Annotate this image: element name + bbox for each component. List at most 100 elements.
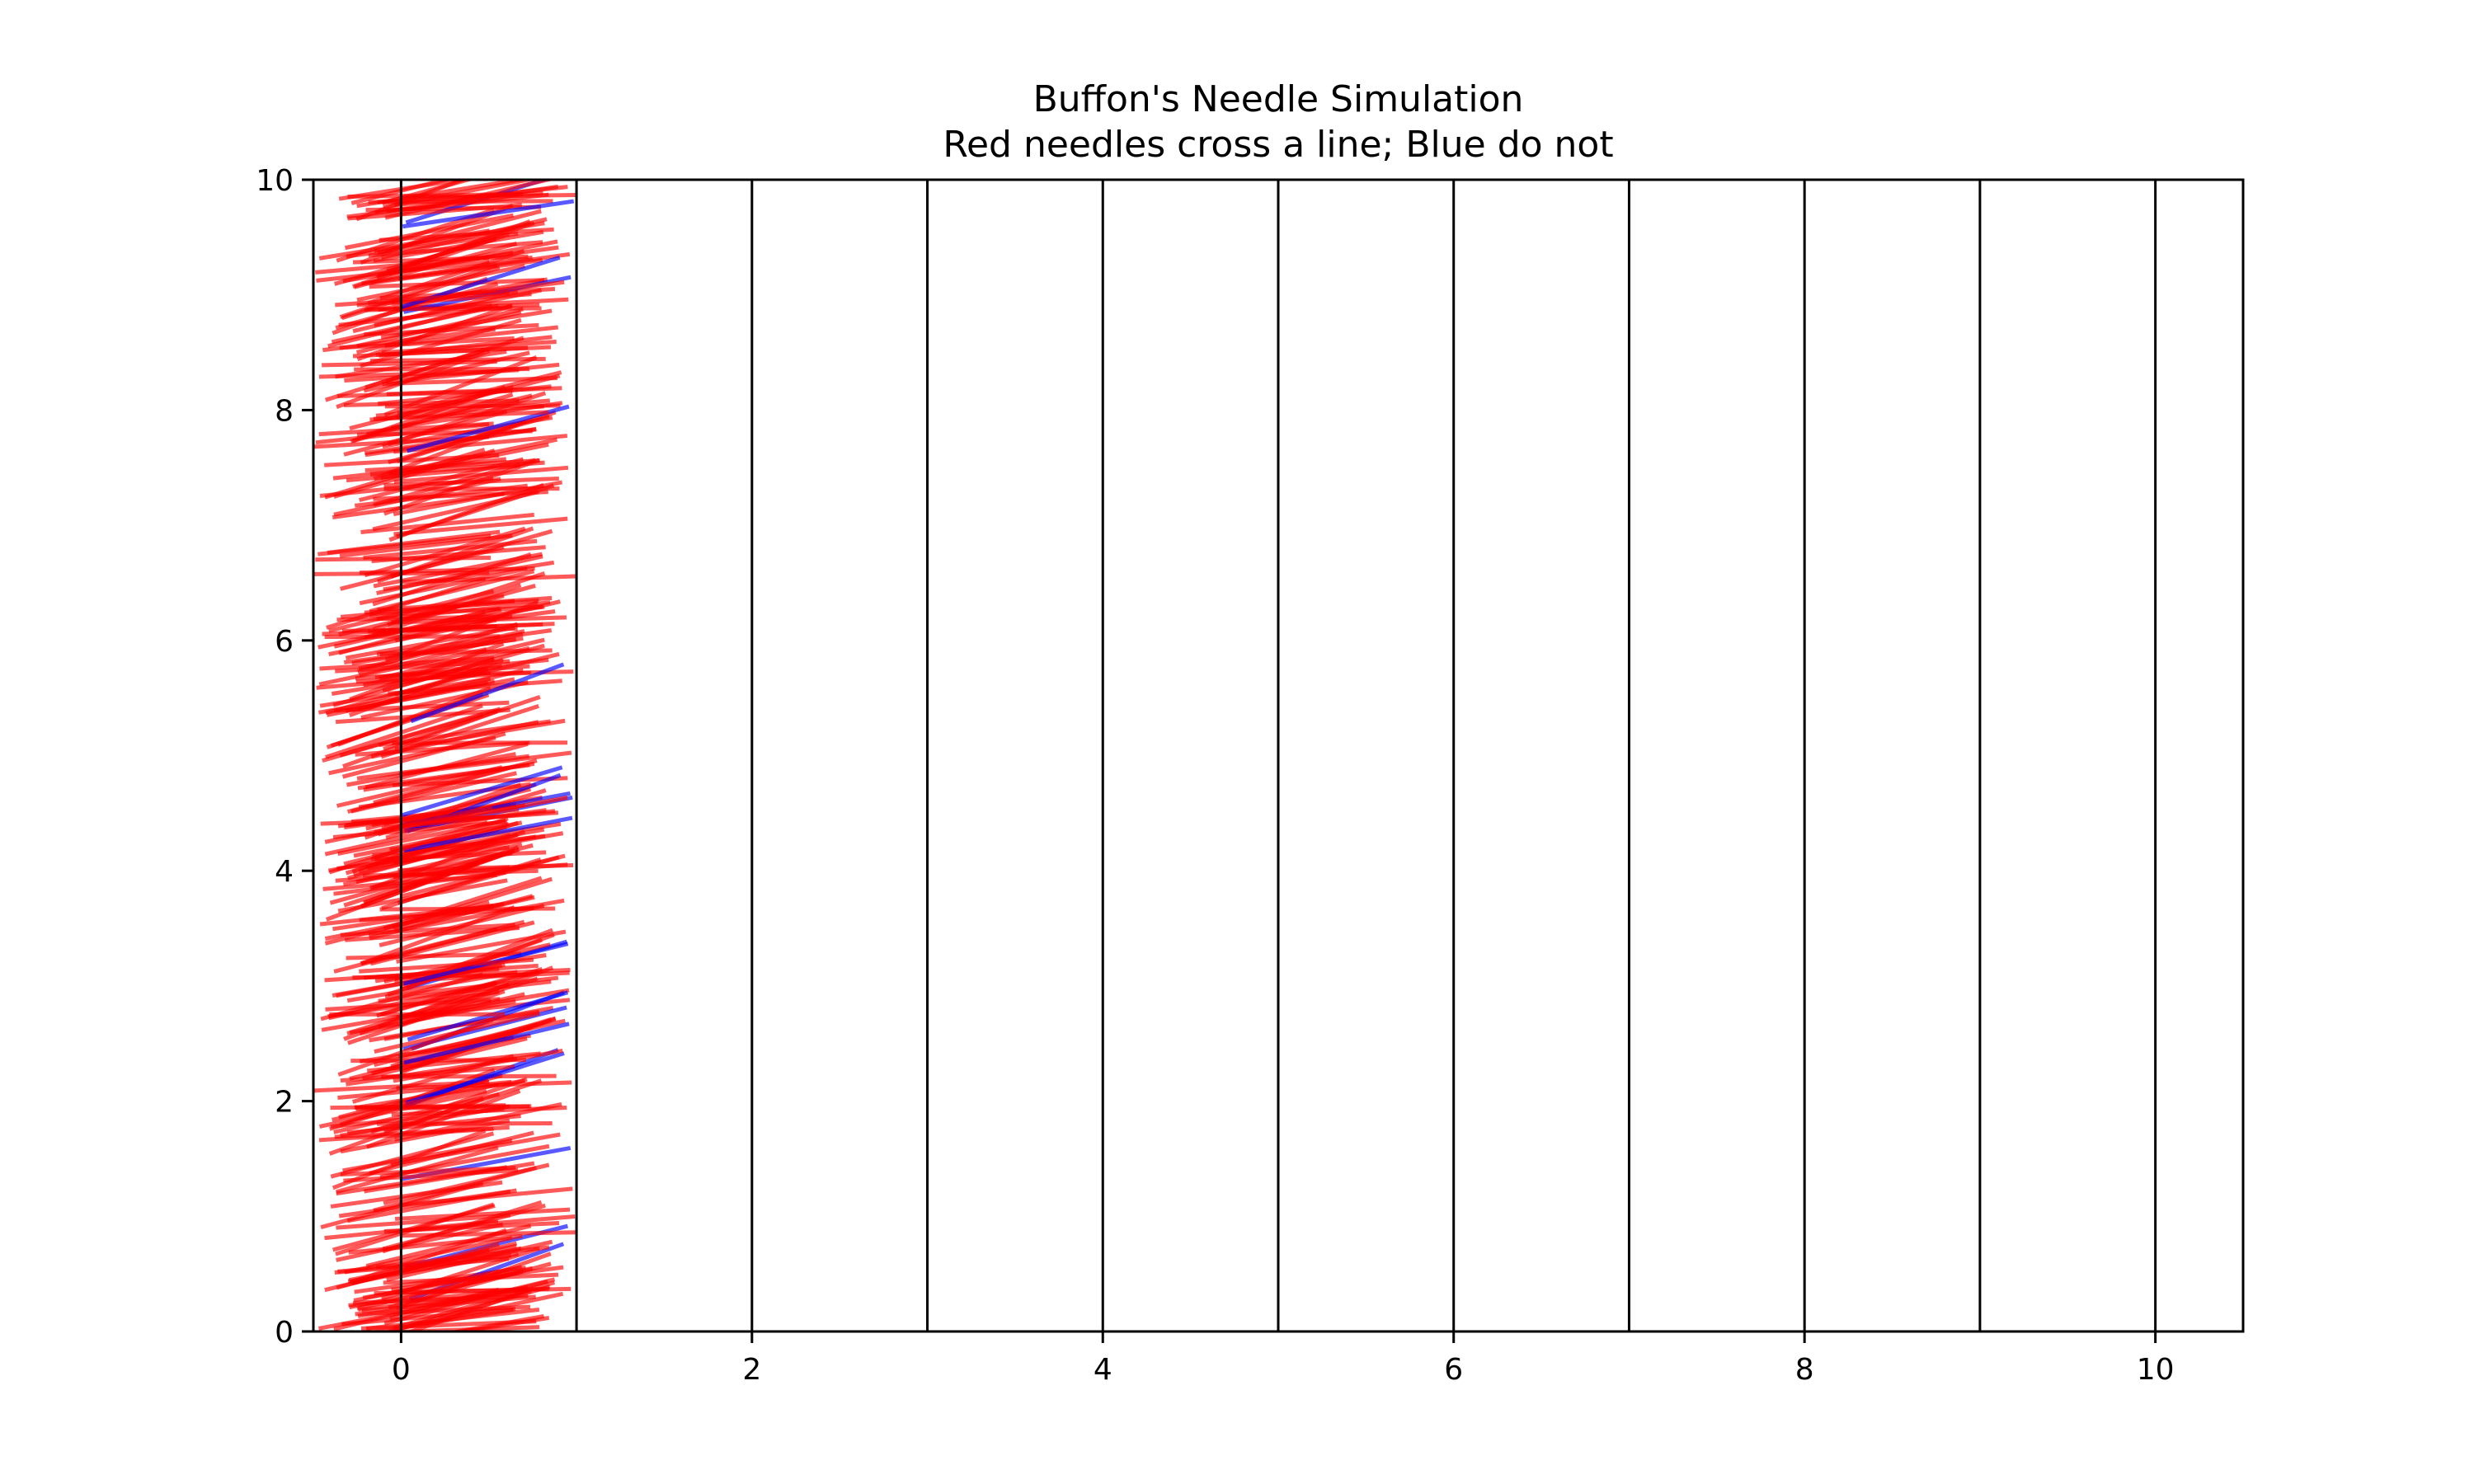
- needle-crossing: [357, 763, 530, 791]
- needle-crossing: [337, 1017, 494, 1077]
- needle-crossing: [341, 265, 501, 321]
- needle-crossing: [390, 528, 553, 579]
- needle-crossing: [365, 1088, 521, 1149]
- needle-crossing: [332, 1082, 500, 1122]
- needle-crossing: [364, 526, 526, 578]
- needle-crossing: [360, 1319, 537, 1331]
- y-tick-label: 10: [256, 164, 294, 198]
- x-tick-label: 10: [2137, 1353, 2175, 1387]
- chart-subtitle: Red needles cross a line; Blue do not: [943, 124, 1613, 166]
- needle-crossing: [393, 516, 568, 537]
- needle-crossing: [400, 193, 576, 200]
- needle-crossing: [394, 1207, 571, 1221]
- y-tick-label: 4: [275, 855, 294, 889]
- x-tick-label: 2: [742, 1353, 761, 1387]
- needle-crossing: [332, 657, 495, 707]
- needle-crossing: [364, 1325, 540, 1331]
- needle-crossing: [350, 180, 454, 205]
- needle-crossing: [322, 712, 484, 763]
- needle-crossing: [391, 615, 567, 625]
- needle-crossing: [334, 1125, 510, 1139]
- needle-crossing: [367, 1051, 541, 1073]
- x-tick-label: 4: [1094, 1353, 1112, 1387]
- needle-crossing: [388, 437, 557, 476]
- needle-crossing: [394, 898, 565, 933]
- needle-crossing: [373, 410, 549, 421]
- needle-crossing: [346, 998, 516, 1036]
- needle-crossing: [371, 829, 526, 890]
- needle-not-crossing: [403, 815, 573, 853]
- needle-crossing: [337, 1079, 512, 1100]
- needle-crossing: [336, 349, 491, 410]
- chart-title: Buffon's Needle Simulation: [1033, 78, 1524, 120]
- needles-group: [313, 180, 576, 1331]
- needle-crossing: [338, 1189, 511, 1219]
- needle-crossing: [328, 820, 488, 875]
- x-tick-label: 0: [392, 1353, 411, 1387]
- needle-crossing: [359, 957, 534, 974]
- needle-crossing: [322, 359, 497, 368]
- plot-area: 0 2 4 6 8 10 0 2 4 6 8 10: [256, 164, 2245, 1387]
- needle-crossing: [340, 599, 515, 619]
- needle-crossing: [348, 1243, 517, 1283]
- needle-not-crossing: [402, 199, 575, 229]
- needle-not-crossing: [405, 1051, 565, 1106]
- needle-crossing: [393, 465, 569, 484]
- needle-crossing: [347, 203, 523, 221]
- needle-crossing: [338, 608, 502, 655]
- needle-crossing: [358, 632, 524, 678]
- needle-crossing: [396, 929, 567, 964]
- needle-crossing: [355, 740, 530, 757]
- y-tick-label: 6: [275, 625, 294, 659]
- x-tick-label: 6: [1444, 1353, 1463, 1387]
- needle-crossing: [377, 209, 542, 256]
- needle-crossing: [343, 398, 520, 407]
- needle-crossing: [379, 903, 545, 947]
- needle-crossing: [400, 574, 576, 585]
- needle-crossing: [369, 1130, 534, 1176]
- needle-crossing: [358, 782, 531, 810]
- needle-crossing: [369, 604, 545, 618]
- needle-crossing: [333, 1287, 500, 1331]
- needle-crossing: [384, 600, 539, 662]
- needle-crossing: [362, 1266, 534, 1300]
- needle-crossing: [350, 385, 506, 444]
- needle-crossing: [330, 1131, 495, 1179]
- needle-crossing: [381, 809, 556, 831]
- needle-crossing: [335, 865, 510, 883]
- needle-crossing: [369, 569, 535, 613]
- y-tick-label: 0: [275, 1316, 294, 1350]
- needle-crossing: [355, 670, 532, 684]
- needle-crossing: [324, 348, 485, 402]
- needle-crossing: [332, 1129, 487, 1190]
- needle-crossing: [358, 628, 525, 671]
- needle-crossing: [359, 566, 535, 575]
- needle-crossing: [352, 289, 519, 334]
- needle-crossing: [362, 847, 520, 905]
- needle-crossing: [336, 1165, 508, 1196]
- x-tick-label: 8: [1795, 1353, 1814, 1387]
- needle-crossing: [338, 594, 505, 637]
- needle-crossing: [367, 248, 525, 306]
- needle-crossing: [324, 815, 492, 857]
- needle-crossing: [393, 1048, 563, 1083]
- needle-not-crossing: [403, 1021, 570, 1065]
- needle-crossing: [392, 740, 568, 745]
- needle-crossing: [360, 512, 535, 535]
- needle-crossing: [317, 533, 492, 556]
- needle-crossing: [379, 637, 545, 681]
- needle-not-crossing: [410, 662, 565, 724]
- needle-crossing: [335, 290, 510, 308]
- needle-crossing: [318, 421, 494, 437]
- needle-crossing: [365, 741, 529, 790]
- needle-crossing: [393, 434, 568, 454]
- needle-crossing: [364, 782, 522, 840]
- needle-crossing: [324, 899, 490, 946]
- needle-crossing: [357, 429, 533, 437]
- needle-not-crossing: [402, 765, 563, 818]
- y-tick-label: 2: [275, 1086, 294, 1120]
- needle-crossing: [369, 278, 545, 289]
- needle-crossing: [336, 1222, 504, 1262]
- needle-crossing: [355, 310, 522, 355]
- needle-crossing: [361, 255, 534, 286]
